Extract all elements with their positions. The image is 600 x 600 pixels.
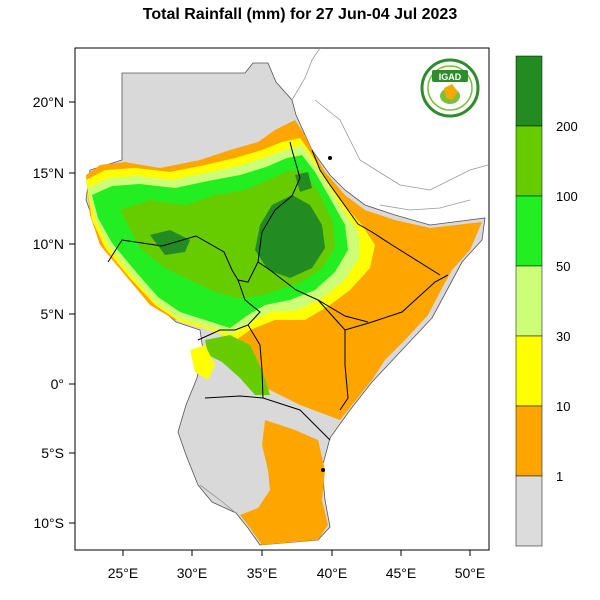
axis-ticks bbox=[69, 101, 471, 556]
legend-swatch-10-30 bbox=[515, 335, 543, 407]
country-borders bbox=[107, 141, 449, 441]
lat-label: 15°N bbox=[33, 165, 64, 181]
legend-label: 50 bbox=[556, 259, 570, 274]
lon-label: 30°E bbox=[177, 565, 208, 581]
lon-label: 35°E bbox=[247, 565, 278, 581]
legend-swatch-100-200 bbox=[515, 125, 543, 197]
legend-label: 30 bbox=[556, 329, 570, 344]
rain-over-200-sudan bbox=[150, 230, 190, 255]
legend-label: 100 bbox=[556, 189, 578, 204]
lon-label: 40°E bbox=[317, 565, 348, 581]
map-title: Total Rainfall (mm) for 27 Jun-04 Jul 20… bbox=[142, 6, 458, 23]
lat-label: 20°N bbox=[33, 94, 64, 110]
rain-lake-region bbox=[205, 335, 270, 395]
lat-label: 5°N bbox=[41, 306, 65, 322]
rain-1-10-south bbox=[240, 420, 328, 545]
legend-label: 1 bbox=[556, 469, 563, 484]
rain-over-200-ethiopia bbox=[255, 195, 325, 278]
lon-label: 25°E bbox=[108, 565, 139, 581]
igad-logo: IGAD bbox=[420, 58, 480, 118]
legend-label: 200 bbox=[556, 119, 578, 134]
legend-swatch-over-200 bbox=[515, 55, 543, 127]
lon-label: 50°E bbox=[455, 565, 486, 581]
island-dot bbox=[328, 156, 332, 160]
rain-lake-region-yellow bbox=[190, 345, 215, 380]
map-region bbox=[85, 47, 489, 546]
lat-label: 10°S bbox=[33, 515, 64, 531]
lat-label: 5°S bbox=[41, 445, 64, 461]
legend-swatch-under-1 bbox=[515, 475, 543, 547]
legend-label: 10 bbox=[556, 399, 570, 414]
lat-label: 10°N bbox=[33, 236, 64, 252]
island-dot bbox=[321, 468, 325, 472]
logo-text: IGAD bbox=[439, 72, 462, 82]
legend-swatch-1-10 bbox=[515, 405, 543, 477]
legend-colorbar bbox=[515, 55, 543, 547]
lat-label: 0° bbox=[51, 376, 64, 392]
legend-swatch-30-50 bbox=[515, 265, 543, 337]
lon-label: 45°E bbox=[386, 565, 417, 581]
coastlines bbox=[199, 47, 489, 514]
legend-swatch-50-100 bbox=[515, 195, 543, 267]
